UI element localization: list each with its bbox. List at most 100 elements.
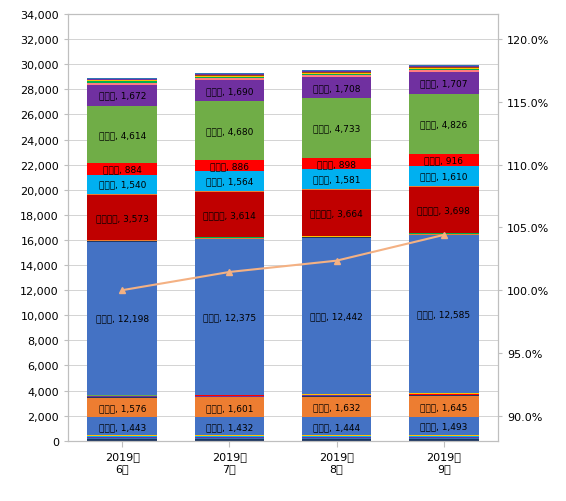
Text: 神奈川県, 3,698: 神奈川県, 3,698: [417, 206, 470, 215]
Text: 東京都, 12,442: 東京都, 12,442: [310, 312, 363, 321]
Bar: [409, 186, 478, 187]
Text: 千葉県, 1,645: 千葉県, 1,645: [420, 402, 468, 411]
Bar: [88, 439, 157, 441]
Text: 京都府, 898: 京都府, 898: [317, 160, 356, 169]
Bar: [195, 239, 264, 240]
Bar: [88, 80, 157, 81]
Text: 京都府, 886: 京都府, 886: [210, 162, 249, 171]
Text: 東京都, 12,198: 東京都, 12,198: [96, 314, 149, 323]
Bar: [302, 417, 371, 435]
Bar: [195, 439, 264, 441]
Bar: [302, 78, 371, 99]
Bar: [88, 438, 157, 439]
Bar: [88, 242, 157, 395]
Text: 千葉県, 1,632: 千葉県, 1,632: [313, 403, 360, 412]
Bar: [302, 190, 371, 191]
Bar: [409, 439, 478, 441]
Bar: [302, 73, 371, 74]
Text: 千葉県, 1,576: 千葉県, 1,576: [98, 403, 146, 412]
Bar: [409, 235, 478, 236]
Bar: [195, 418, 264, 435]
Bar: [195, 79, 264, 81]
Bar: [88, 417, 157, 435]
Bar: [195, 77, 264, 78]
Bar: [88, 106, 157, 164]
Bar: [302, 191, 371, 236]
Bar: [409, 69, 478, 70]
Bar: [302, 170, 371, 189]
Bar: [409, 394, 478, 395]
Bar: [302, 237, 371, 238]
Bar: [302, 397, 371, 417]
Bar: [302, 189, 371, 190]
Bar: [409, 395, 478, 396]
Bar: [302, 395, 371, 396]
Text: 愛知県, 1,581: 愛知県, 1,581: [313, 175, 361, 184]
Bar: [195, 75, 264, 76]
Text: 京都府, 916: 京都府, 916: [424, 156, 463, 165]
Text: 大阪府, 4,826: 大阪府, 4,826: [420, 120, 468, 129]
Bar: [195, 172, 264, 191]
Text: 埼玉県, 1,493: 埼玉県, 1,493: [420, 422, 468, 431]
Bar: [195, 81, 264, 102]
Bar: [302, 72, 371, 73]
Text: 埼玉県, 1,444: 埼玉県, 1,444: [313, 422, 360, 431]
Bar: [88, 398, 157, 417]
Bar: [409, 71, 478, 73]
Bar: [195, 76, 264, 77]
Bar: [88, 82, 157, 84]
Text: 東京都, 12,585: 東京都, 12,585: [417, 310, 470, 319]
Bar: [409, 437, 478, 438]
Bar: [409, 188, 478, 234]
Bar: [88, 396, 157, 397]
Bar: [195, 398, 264, 418]
Text: 兵庫県, 1,690: 兵庫県, 1,690: [205, 87, 253, 96]
Text: 兵庫県, 1,708: 兵庫県, 1,708: [313, 84, 361, 93]
Bar: [409, 70, 478, 71]
Bar: [88, 85, 157, 106]
Bar: [88, 175, 157, 194]
Bar: [195, 191, 264, 192]
Bar: [409, 155, 478, 166]
Bar: [88, 84, 157, 85]
Bar: [195, 240, 264, 395]
Bar: [302, 75, 371, 76]
Bar: [195, 437, 264, 438]
Text: 千葉県, 1,601: 千葉県, 1,601: [205, 403, 253, 412]
Bar: [302, 99, 371, 158]
Text: 兵庫県, 1,672: 兵庫県, 1,672: [98, 91, 146, 100]
Bar: [302, 437, 371, 438]
Bar: [88, 79, 157, 80]
Text: 埼玉県, 1,432: 埼玉県, 1,432: [206, 422, 253, 431]
Bar: [195, 438, 264, 439]
Bar: [88, 397, 157, 398]
Text: 神奈川県, 3,573: 神奈川県, 3,573: [96, 213, 149, 222]
Bar: [88, 195, 157, 240]
Bar: [409, 234, 478, 235]
Text: 京都府, 884: 京都府, 884: [103, 165, 142, 174]
Bar: [302, 438, 371, 439]
Bar: [302, 396, 371, 397]
Text: 愛知県, 1,540: 愛知県, 1,540: [98, 180, 146, 189]
Bar: [195, 192, 264, 193]
Bar: [302, 158, 371, 170]
Text: 大阪府, 4,733: 大阪府, 4,733: [313, 124, 360, 133]
Bar: [195, 193, 264, 238]
Bar: [409, 396, 478, 417]
Bar: [88, 241, 157, 242]
Bar: [195, 396, 264, 397]
Text: 大阪府, 4,614: 大阪府, 4,614: [98, 131, 146, 140]
Bar: [302, 439, 371, 441]
Text: 東京都, 12,375: 東京都, 12,375: [203, 313, 256, 322]
Bar: [195, 78, 264, 79]
Text: 大阪府, 4,680: 大阪府, 4,680: [206, 127, 253, 136]
Bar: [302, 76, 371, 78]
Bar: [88, 164, 157, 175]
Bar: [409, 236, 478, 393]
Bar: [409, 73, 478, 95]
Bar: [302, 238, 371, 394]
Bar: [409, 95, 478, 155]
Text: 神奈川県, 3,614: 神奈川県, 3,614: [203, 211, 256, 220]
Bar: [88, 81, 157, 82]
Bar: [195, 102, 264, 161]
